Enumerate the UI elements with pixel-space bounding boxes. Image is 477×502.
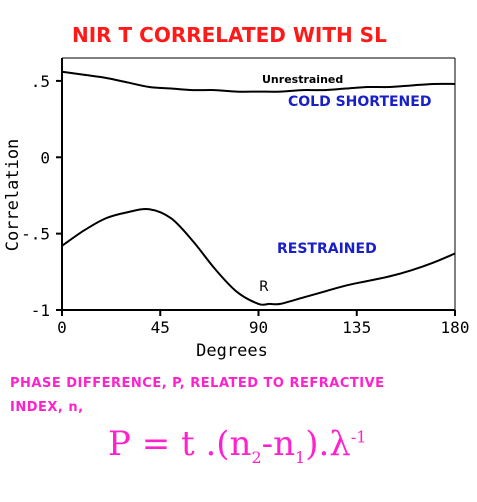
series-line-0 [61,70,456,93]
formula-close: ).λ [305,424,351,464]
x-tick-label: 0 [57,318,67,337]
y-tick-label: 0 [40,148,50,167]
y-tick-label: .5 [31,72,50,91]
chart-title: NIR T CORRELATED WITH SL [72,23,387,47]
y-tick-label: -1 [31,301,50,320]
y-tick-label: -.5 [21,225,50,244]
formula-exp: -1 [350,427,367,447]
formula-minus: -n [261,424,296,464]
x-tick-label: 90 [249,318,268,337]
annotation-restrained: RESTRAINED [277,241,377,257]
formula-p: P [108,424,131,464]
annotation-r: R [259,279,269,295]
formula-sub1: 1 [295,447,306,467]
formula-sub2: 2 [251,447,262,467]
x-axis-label: Degrees [196,341,268,361]
annotation-unrestrained: Unrestrained [262,73,343,86]
annotation-cold-shortened: COLD SHORTENED [288,94,431,110]
y-axis-label: Correlation [3,139,23,252]
x-tick-label: 180 [441,318,470,337]
chart-svg: NIR T CORRELATED WITH SL 0 45 90 135 180.50-… [3,23,470,361]
phase-formula: P = t .(n2-n1).λ-1 [108,424,366,467]
formula-eq: = t .(n [130,424,252,464]
x-tick-label: 135 [342,318,371,337]
series-line-1 [61,207,456,306]
note-phase-difference: PHASE DIFFERENCE, P, RELATED TO REFRACTI… [10,376,385,391]
note-refractive-index: INDEX, n, [10,400,84,415]
axes-frame [61,57,456,311]
x-tick-label: 45 [151,318,170,337]
